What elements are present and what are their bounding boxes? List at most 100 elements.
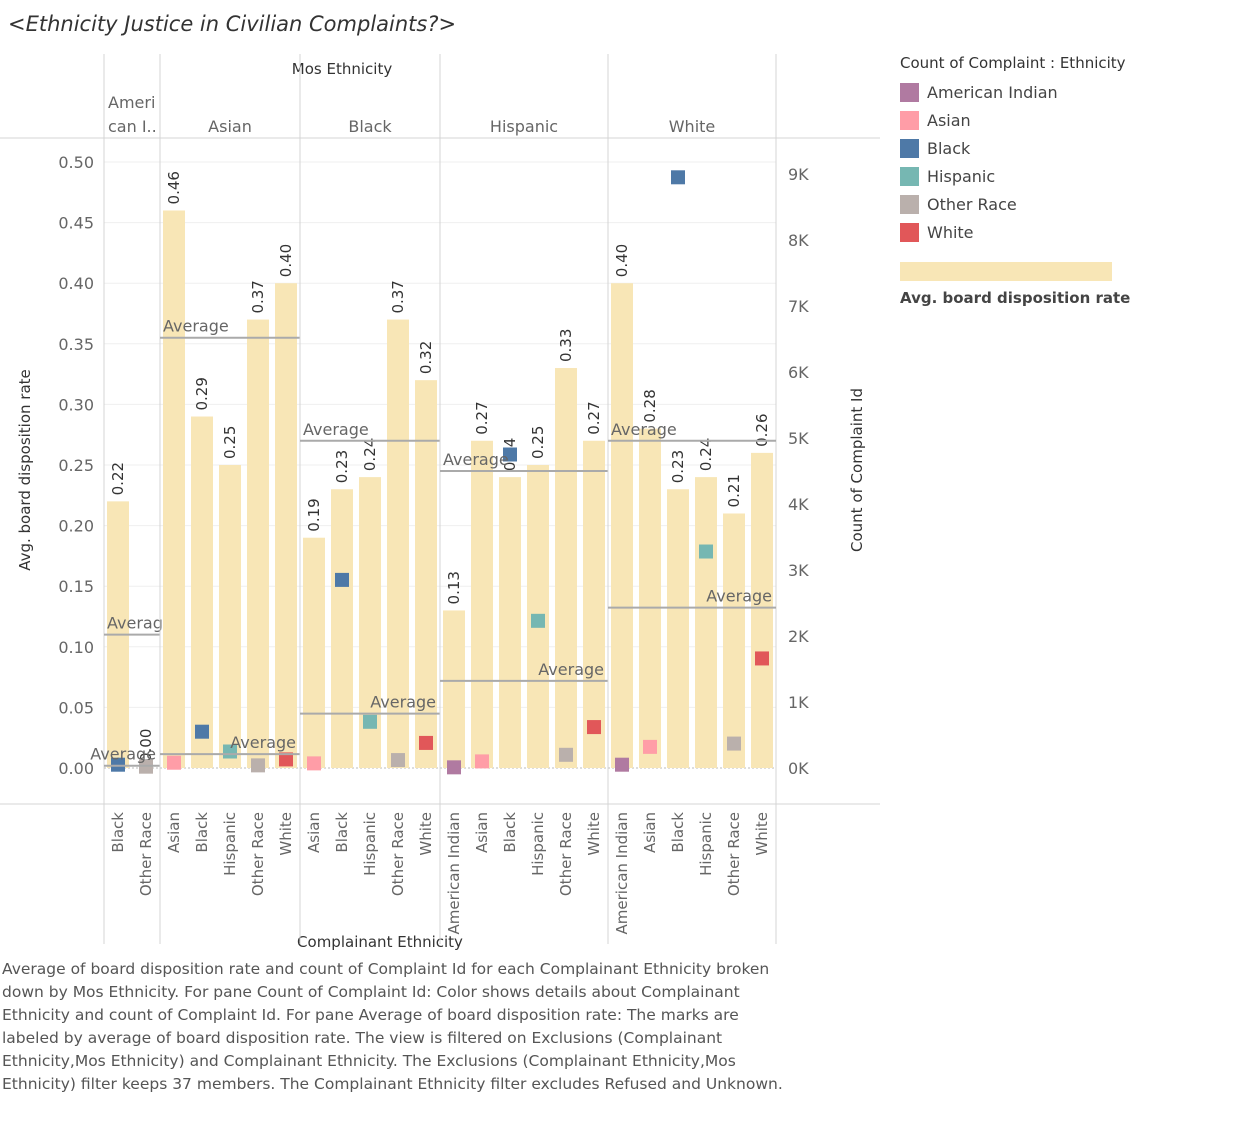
chart-caption: Average of board disposition rate and co… xyxy=(2,960,783,1093)
count-mark xyxy=(699,544,713,559)
count-mark xyxy=(251,758,265,773)
rate-average-label: Average xyxy=(303,420,369,439)
y-tick-label: 0.50 xyxy=(58,153,94,172)
rate-label: 0.32 xyxy=(417,341,435,374)
legend-swatch xyxy=(900,166,919,186)
x-axis-title: Complainant Ethnicity xyxy=(297,933,463,951)
y-tick-label: 0.20 xyxy=(58,517,94,536)
rate-bar xyxy=(275,283,297,768)
legend-band-label: Avg. board disposition rate xyxy=(900,289,1131,307)
y2-tick-label: 8K xyxy=(788,231,809,250)
column-header: Mos Ethnicity xyxy=(292,60,393,78)
rate-label: 0.00 xyxy=(137,729,155,762)
x-tick-label: American Indian xyxy=(445,812,463,934)
count-mark xyxy=(167,755,181,770)
x-tick-label: Hispanic xyxy=(221,812,239,876)
pane-header-label-line1: Ameri xyxy=(108,93,155,112)
rate-label: 0.27 xyxy=(585,401,603,434)
count-mark xyxy=(419,735,433,750)
x-tick-label: Other Race xyxy=(725,812,743,896)
x-tick-label: White xyxy=(753,812,771,856)
rate-bar xyxy=(219,465,241,768)
count-mark xyxy=(447,760,461,775)
count-mark xyxy=(755,651,769,666)
chart-canvas: Mos Ethnicity 0.00 0.05 0.10 0.15 0.20 0.25 0.3… xyxy=(0,54,880,951)
rate-bar xyxy=(751,452,773,768)
pane-header-label-line2: can I.. xyxy=(108,117,157,136)
y-tick-label: 0.10 xyxy=(58,638,94,657)
legend: Count of Complaint : Ethnicity American … xyxy=(900,54,1230,307)
legend-swatch xyxy=(900,110,919,130)
y-tick-label: 0.25 xyxy=(58,456,94,475)
rate-label: 0.29 xyxy=(193,377,211,410)
x-tick-label: Asian xyxy=(641,812,659,853)
pane-header-label: Hispanic xyxy=(490,117,558,136)
count-mark xyxy=(671,170,685,185)
count-average-label: Average xyxy=(90,745,156,764)
count-mark xyxy=(363,714,377,729)
rate-label: 0.22 xyxy=(109,462,127,495)
x-tick-label: Other Race xyxy=(557,812,575,896)
rate-bar xyxy=(303,537,325,768)
y2-axis-title: Count of Complaint Id xyxy=(848,388,866,552)
rate-label: 0.27 xyxy=(473,401,491,434)
rate-bar xyxy=(667,489,689,768)
y2-tick-label: 6K xyxy=(788,363,809,382)
rate-average-label: Average xyxy=(163,317,229,336)
rate-average-label: Average xyxy=(107,614,173,633)
y2-tick-label: 3K xyxy=(788,561,809,580)
rate-bar xyxy=(611,283,633,768)
legend-label: Black xyxy=(927,138,971,158)
rate-bar xyxy=(191,416,213,768)
x-tick-label: Other Race xyxy=(389,812,407,896)
y2-tick-label: 0K xyxy=(788,759,809,778)
x-tick-label: White xyxy=(417,812,435,856)
rate-bar xyxy=(555,368,577,768)
pane-header-label: White xyxy=(669,117,716,136)
rate-bar xyxy=(247,319,269,768)
rate-bar xyxy=(471,440,493,768)
count-mark xyxy=(475,754,489,769)
rate-bar xyxy=(163,210,185,769)
legend-item: American Indian xyxy=(900,78,1230,106)
count-mark xyxy=(335,572,349,587)
rate-label: 0.37 xyxy=(249,280,267,313)
rate-bar xyxy=(331,489,353,768)
y-tick-label: 0.35 xyxy=(58,335,94,354)
legend-label: Other Race xyxy=(927,194,1017,214)
rate-label: 0.26 xyxy=(753,413,771,446)
legend-label: Hispanic xyxy=(927,166,996,186)
legend-title: Count of Complaint : Ethnicity xyxy=(900,54,1126,72)
rate-bar xyxy=(387,319,409,768)
count-mark xyxy=(559,747,573,762)
x-tick-label: Black xyxy=(193,812,211,853)
count-average-label: Average xyxy=(230,733,296,752)
legend-label: White xyxy=(927,222,974,242)
legend-swatch xyxy=(900,138,919,158)
y2-tick-label: 9K xyxy=(788,165,809,184)
x-tick-label: American Indian xyxy=(613,812,631,934)
count-average-label: Average xyxy=(538,660,604,679)
y2-tick-label: 4K xyxy=(788,495,809,514)
chart-title: <Ethnicity Justice in Civilian Complaint… xyxy=(8,12,457,36)
x-tick-label: Hispanic xyxy=(697,812,715,876)
rate-label: 0.37 xyxy=(389,280,407,313)
y-tick-label: 0.40 xyxy=(58,274,94,293)
count-mark xyxy=(531,613,545,628)
x-tick-label: Black xyxy=(669,812,687,853)
rate-label: 0.19 xyxy=(305,498,323,531)
rate-bar xyxy=(723,513,745,768)
x-tick-label: Asian xyxy=(305,812,323,853)
legend-item: Black xyxy=(900,134,1230,162)
x-tick-label: White xyxy=(277,812,295,856)
rate-label: 0.46 xyxy=(165,171,183,204)
y-tick-label: 0.00 xyxy=(58,759,94,778)
legend-label: Asian xyxy=(927,110,971,130)
rate-label: 0.40 xyxy=(277,244,295,277)
count-mark xyxy=(643,739,657,754)
legend-swatch xyxy=(900,194,919,214)
rate-label: 0.23 xyxy=(669,450,687,483)
rate-bar xyxy=(499,477,521,768)
x-tick-label: White xyxy=(585,812,603,856)
rate-bar xyxy=(443,610,465,768)
